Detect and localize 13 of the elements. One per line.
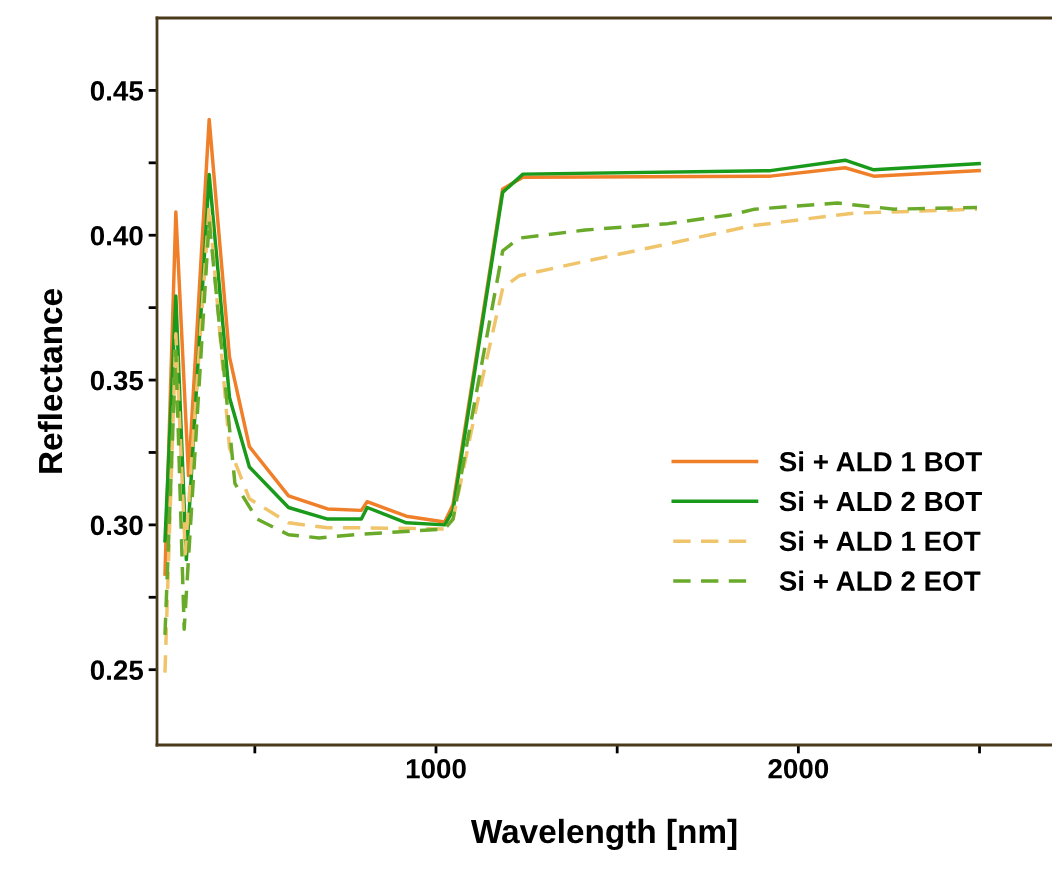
y-axis-title: Reflectance xyxy=(37,289,63,473)
x-axis-title: Wavelength [nm] xyxy=(470,818,737,851)
x-tick-label: 2000 xyxy=(768,758,829,779)
y-tick-label: 0.40 xyxy=(90,225,143,246)
y-tick-label: 0.35 xyxy=(90,370,144,391)
legend-label: Si + ALD 1 BOT xyxy=(779,451,982,472)
legend-label: Si + ALD 2 BOT xyxy=(779,490,982,512)
legend-label: Si + ALD 1 EOT xyxy=(779,530,981,552)
y-tick-label: 0.25 xyxy=(90,660,144,681)
y-tick-label: 0.45 xyxy=(90,81,144,101)
legend-label: Si + ALD 2 EOT xyxy=(779,570,981,591)
y-tick-label: 0.30 xyxy=(90,515,143,536)
x-tick-label: 1000 xyxy=(406,758,466,779)
